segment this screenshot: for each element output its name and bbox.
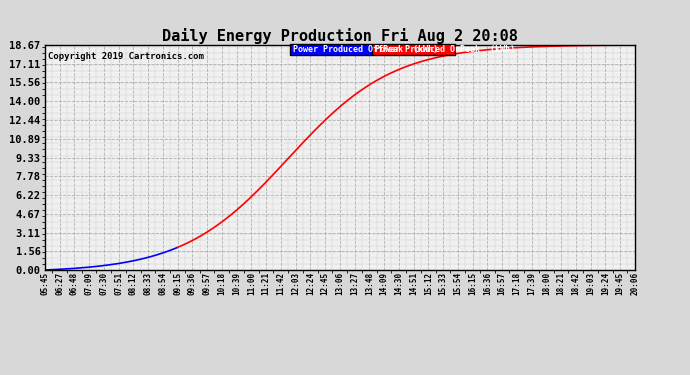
FancyBboxPatch shape <box>373 44 455 55</box>
Text: Power Produced OnPeak  (kWh): Power Produced OnPeak (kWh) <box>375 45 515 54</box>
Text: Power Produced OffPeak  (kWh): Power Produced OffPeak (kWh) <box>293 45 437 54</box>
Title: Daily Energy Production Fri Aug 2 20:08: Daily Energy Production Fri Aug 2 20:08 <box>162 28 518 44</box>
Text: Copyright 2019 Cartronics.com: Copyright 2019 Cartronics.com <box>48 52 204 61</box>
FancyBboxPatch shape <box>290 44 373 55</box>
